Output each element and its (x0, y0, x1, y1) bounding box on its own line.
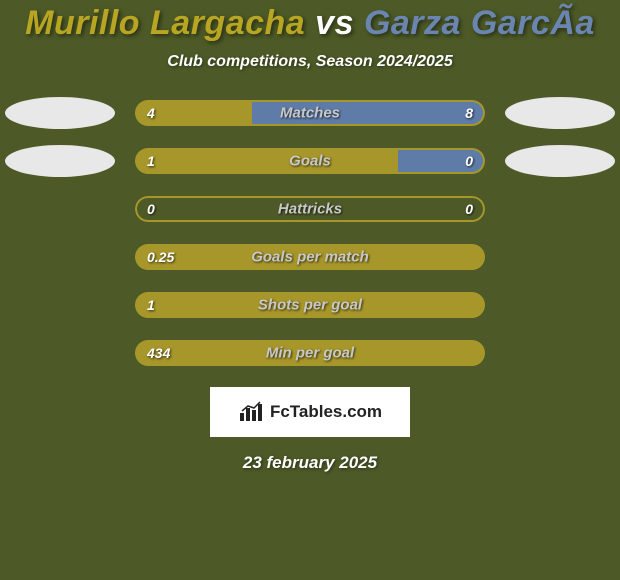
stats-list: 4 8 Matches 1 0 Goals 0 0 Hattricks 0.25 Goals per… (0, 99, 620, 367)
stat-left-value: 0.25 (147, 249, 174, 265)
stat-right-value: 0 (465, 201, 473, 217)
chart-icon (238, 401, 264, 423)
stat-left-value: 0 (147, 201, 155, 217)
stat-row: 0 0 Hattricks (0, 195, 620, 223)
player2-name: Garza GarcÃa (364, 4, 595, 42)
stat-row: 434 Min per goal (0, 339, 620, 367)
stat-bar: 0 0 Hattricks (135, 196, 485, 222)
stat-bar: 0.25 Goals per match (135, 244, 485, 270)
stat-label: Min per goal (266, 345, 354, 362)
left-oval (5, 145, 115, 177)
stat-label: Hattricks (278, 201, 342, 218)
logo-box: FcTables.com (210, 387, 410, 437)
stat-left-value: 4 (147, 105, 155, 121)
stat-label: Matches (280, 105, 340, 122)
stat-right-value: 0 (465, 153, 473, 169)
vs-text: vs (315, 4, 354, 42)
bar-fill-left (135, 148, 398, 174)
stat-left-value: 1 (147, 297, 155, 313)
stat-bar: 1 Shots per goal (135, 292, 485, 318)
stat-left-value: 1 (147, 153, 155, 169)
stat-row: 1 Shots per goal (0, 291, 620, 319)
stat-label: Goals (289, 153, 331, 170)
stat-row: 1 0 Goals (0, 147, 620, 175)
stat-left-value: 434 (147, 345, 170, 361)
stat-row: 4 8 Matches (0, 99, 620, 127)
logo-text: FcTables.com (270, 402, 382, 422)
date: 23 february 2025 (0, 453, 620, 473)
right-oval (505, 97, 615, 129)
title: Murillo Largacha vs Garza GarcÃa (0, 4, 620, 43)
stat-bar: 434 Min per goal (135, 340, 485, 366)
player1-name: Murillo Largacha (25, 4, 305, 42)
stat-right-value: 8 (465, 105, 473, 121)
stat-row: 0.25 Goals per match (0, 243, 620, 271)
comparison-infographic: Murillo Largacha vs Garza GarcÃa Club co… (0, 0, 620, 580)
stat-bar: 1 0 Goals (135, 148, 485, 174)
left-oval (5, 97, 115, 129)
stat-label: Goals per match (251, 249, 369, 266)
stat-bar: 4 8 Matches (135, 100, 485, 126)
right-oval (505, 145, 615, 177)
subtitle: Club competitions, Season 2024/2025 (0, 53, 620, 71)
stat-label: Shots per goal (258, 297, 362, 314)
